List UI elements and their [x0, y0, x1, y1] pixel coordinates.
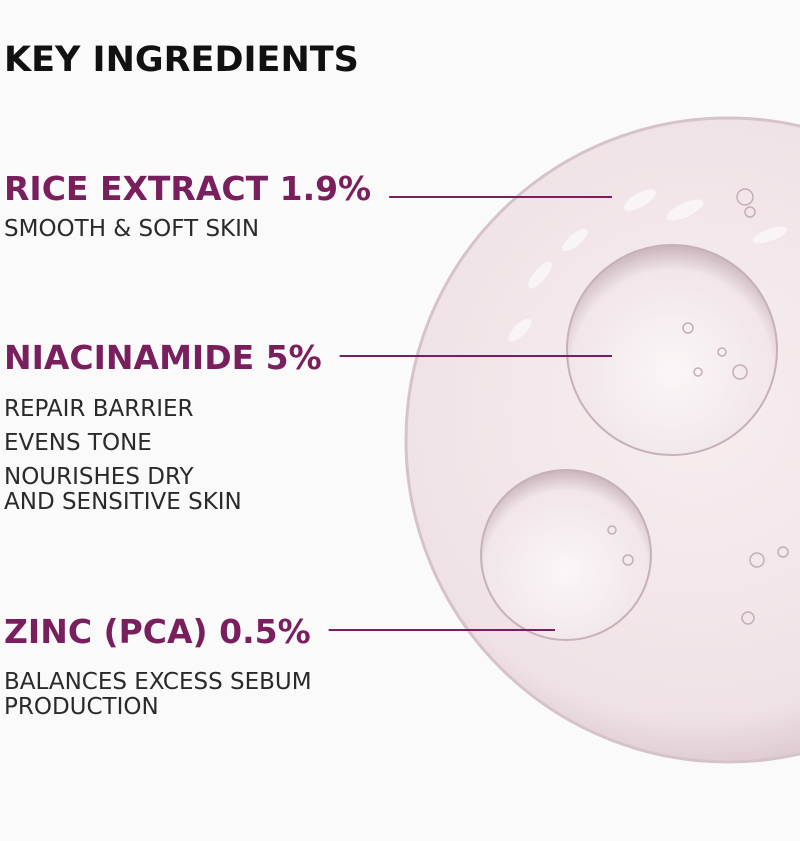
- bubble: [480, 469, 652, 641]
- benefit: NOURISHES DRY: [4, 464, 194, 490]
- benefit: EVENS TONE: [4, 430, 152, 456]
- benefit: REPAIR BARRIER: [4, 396, 194, 422]
- benefit: BALANCES EXCESS SEBUM: [4, 669, 312, 695]
- benefit: SMOOTH & SOFT SKIN: [4, 216, 259, 242]
- rice-grains: [508, 189, 788, 342]
- benefit: PRODUCTION: [4, 694, 159, 720]
- bubble: [566, 244, 778, 456]
- title: KEY INGREDIENTS: [4, 40, 359, 80]
- micro-bubbles: [607, 188, 789, 625]
- ingredient-name: NIACINAMIDE 5%: [4, 338, 322, 377]
- benefit: AND SENSITIVE SKIN: [4, 489, 242, 515]
- ingredient-name: ZINC (PCA) 0.5%: [4, 612, 311, 651]
- ingredient-name: RICE EXTRACT 1.9%: [4, 169, 371, 208]
